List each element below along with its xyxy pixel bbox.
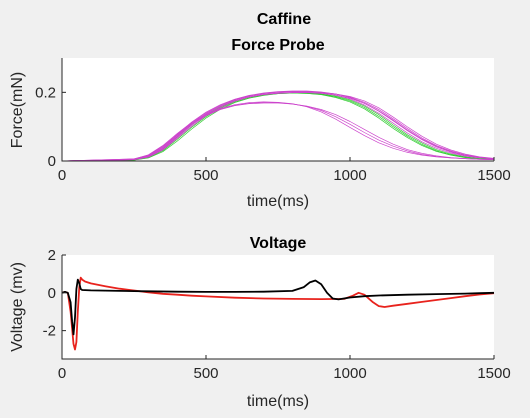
force-probe-ytick-label: 0.2 [35,84,56,101]
force-probe-plot-area [62,58,494,161]
voltage-series-line-1 [61,278,495,336]
force-probe-ylabel: Force(mN) [9,72,26,148]
voltage-series-line-0 [61,276,495,351]
figure-suptitle: Caffine [257,11,311,28]
voltage-xlabel: time(ms) [247,393,309,410]
voltage-xtick-label: 0 [58,365,66,382]
force-probe-xlabel: time(ms) [247,193,309,210]
force-probe-series-line-7 [61,92,495,162]
voltage-ytick-label: 0 [48,285,56,302]
voltage-xtick-label: 1500 [477,365,510,382]
force-probe-series-line-8 [61,101,495,162]
force-probe-xtick-label: 0 [58,167,66,184]
voltage-xtick-label: 500 [193,365,218,382]
voltage-title: Voltage [250,235,307,252]
voltage-ytick-label: 2 [48,247,56,264]
voltage-xtick-label: 1000 [333,365,366,382]
voltage-plot-area [62,255,494,359]
force-probe-xtick-label: 1500 [477,167,510,184]
force-probe-series-line-5 [61,91,495,162]
voltage-axes: Voltage 0 500 1000 1500 -2 0 2 time(ms) Voltag… [9,235,511,410]
force-probe-title: Force Probe [231,37,324,54]
force-probe-series-line-1 [61,92,495,162]
voltage-ytick-label: -2 [43,323,56,340]
force-probe-ytick-label: 0 [48,153,56,170]
force-probe-series-line-10 [61,102,495,162]
force-probe-xtick-label: 500 [193,167,218,184]
force-probe-xtick-label: 1000 [333,167,366,184]
voltage-ylabel: Voltage (mv) [9,262,26,352]
force-probe-axes: Force Probe 0 500 1000 1500 0 0.2 time(ms) Fo… [9,37,511,210]
